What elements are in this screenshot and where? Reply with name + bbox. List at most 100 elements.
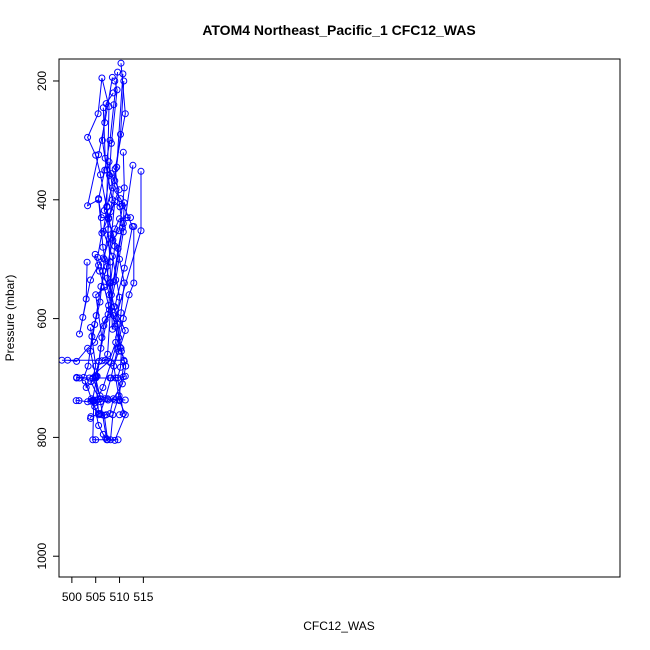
series-line: [89, 80, 125, 415]
data-point: [125, 291, 133, 299]
data-point: [76, 330, 83, 338]
data-point: [116, 343, 124, 351]
data-point: [107, 291, 115, 299]
y-tick-label: 600: [35, 308, 49, 328]
data-point: [106, 279, 113, 287]
data-point: [99, 384, 107, 391]
data-point: [92, 436, 100, 444]
data-point: [84, 202, 92, 210]
data-point: [106, 235, 113, 243]
y-axis-label: Pressure (mbar): [3, 275, 17, 362]
series-15: [87, 324, 129, 404]
y-tick-label: 1000: [35, 543, 49, 570]
data-point: [91, 250, 99, 258]
data-point: [119, 410, 127, 418]
data-point: [120, 279, 128, 287]
data-point: [101, 356, 109, 364]
data-point: [109, 236, 117, 244]
x-tick-label: 505: [86, 590, 106, 604]
data-point: [87, 324, 94, 331]
data-point: [99, 254, 107, 262]
data-point: [102, 100, 110, 108]
data-point: [120, 77, 128, 85]
data-point: [100, 322, 108, 330]
y-axis: 200 400 600 800 1000: [35, 71, 59, 570]
x-axis-label: CFC12_WAS: [303, 619, 375, 633]
data-point: [116, 203, 124, 211]
data-point: [117, 309, 125, 317]
data-point: [109, 89, 117, 97]
data-point: [111, 396, 119, 404]
data-point: [98, 74, 106, 82]
data-point: [75, 397, 83, 405]
data-point: [79, 313, 87, 321]
y-tick-label: 800: [35, 427, 49, 447]
data-point: [108, 73, 116, 81]
data-point: [102, 434, 110, 442]
chart-title: ATOM4 Northeast_Pacific_1 CFC12_WAS: [202, 22, 475, 38]
data-point: [106, 136, 114, 144]
data-point: [120, 199, 128, 207]
data-point: [76, 374, 83, 382]
y-tick-label: 200: [35, 71, 49, 91]
data-point: [103, 166, 111, 174]
data-point: [117, 347, 125, 355]
data-point: [59, 356, 66, 364]
data-point: [120, 264, 128, 272]
data-point: [84, 133, 92, 141]
data-point: [112, 276, 120, 284]
data-point: [122, 362, 130, 370]
data-point: [97, 214, 105, 222]
data-point: [96, 392, 104, 400]
data-point: [96, 298, 104, 306]
data-point: [81, 377, 89, 385]
data-point: [130, 223, 138, 230]
data-point: [96, 267, 103, 275]
series-line: [84, 165, 134, 439]
data-point: [117, 363, 124, 371]
data-point: [111, 225, 119, 233]
data-point: [73, 374, 81, 382]
data-point: [98, 136, 106, 144]
data-point: [95, 395, 103, 403]
data-point: [117, 130, 124, 138]
data-point: [119, 315, 127, 323]
data-point: [100, 283, 108, 291]
data-point: [87, 414, 94, 422]
data-point: [95, 195, 103, 203]
data-point: [111, 436, 119, 444]
series-line: [101, 92, 125, 362]
data-point: [119, 220, 127, 227]
data-point: [89, 436, 97, 444]
series-7: [81, 161, 137, 442]
series-line: [94, 254, 124, 416]
plot-area: [59, 59, 145, 444]
series-line: [61, 161, 133, 362]
data-point: [111, 322, 119, 330]
data-point: [121, 327, 129, 334]
data-point: [115, 392, 123, 400]
data-point: [114, 374, 122, 382]
plot-frame: [58, 58, 621, 578]
data-point: [95, 411, 103, 419]
data-point: [99, 430, 107, 438]
data-point: [99, 243, 107, 251]
data-point: [87, 276, 94, 284]
data-point: [119, 228, 127, 236]
data-point: [116, 411, 123, 419]
data-point: [72, 397, 80, 405]
data-point: [130, 279, 138, 287]
data-point: [89, 396, 97, 404]
data-point: [137, 167, 145, 175]
data-point: [92, 291, 100, 299]
data-point: [98, 357, 106, 365]
data-point: [117, 59, 125, 67]
data-point: [109, 411, 117, 419]
data-point: [82, 384, 90, 391]
data-point: [101, 166, 109, 174]
x-axis: 500 505 510 515: [62, 577, 154, 604]
data-point: [107, 374, 115, 382]
data-point: [104, 226, 112, 233]
data-point: [114, 68, 122, 76]
